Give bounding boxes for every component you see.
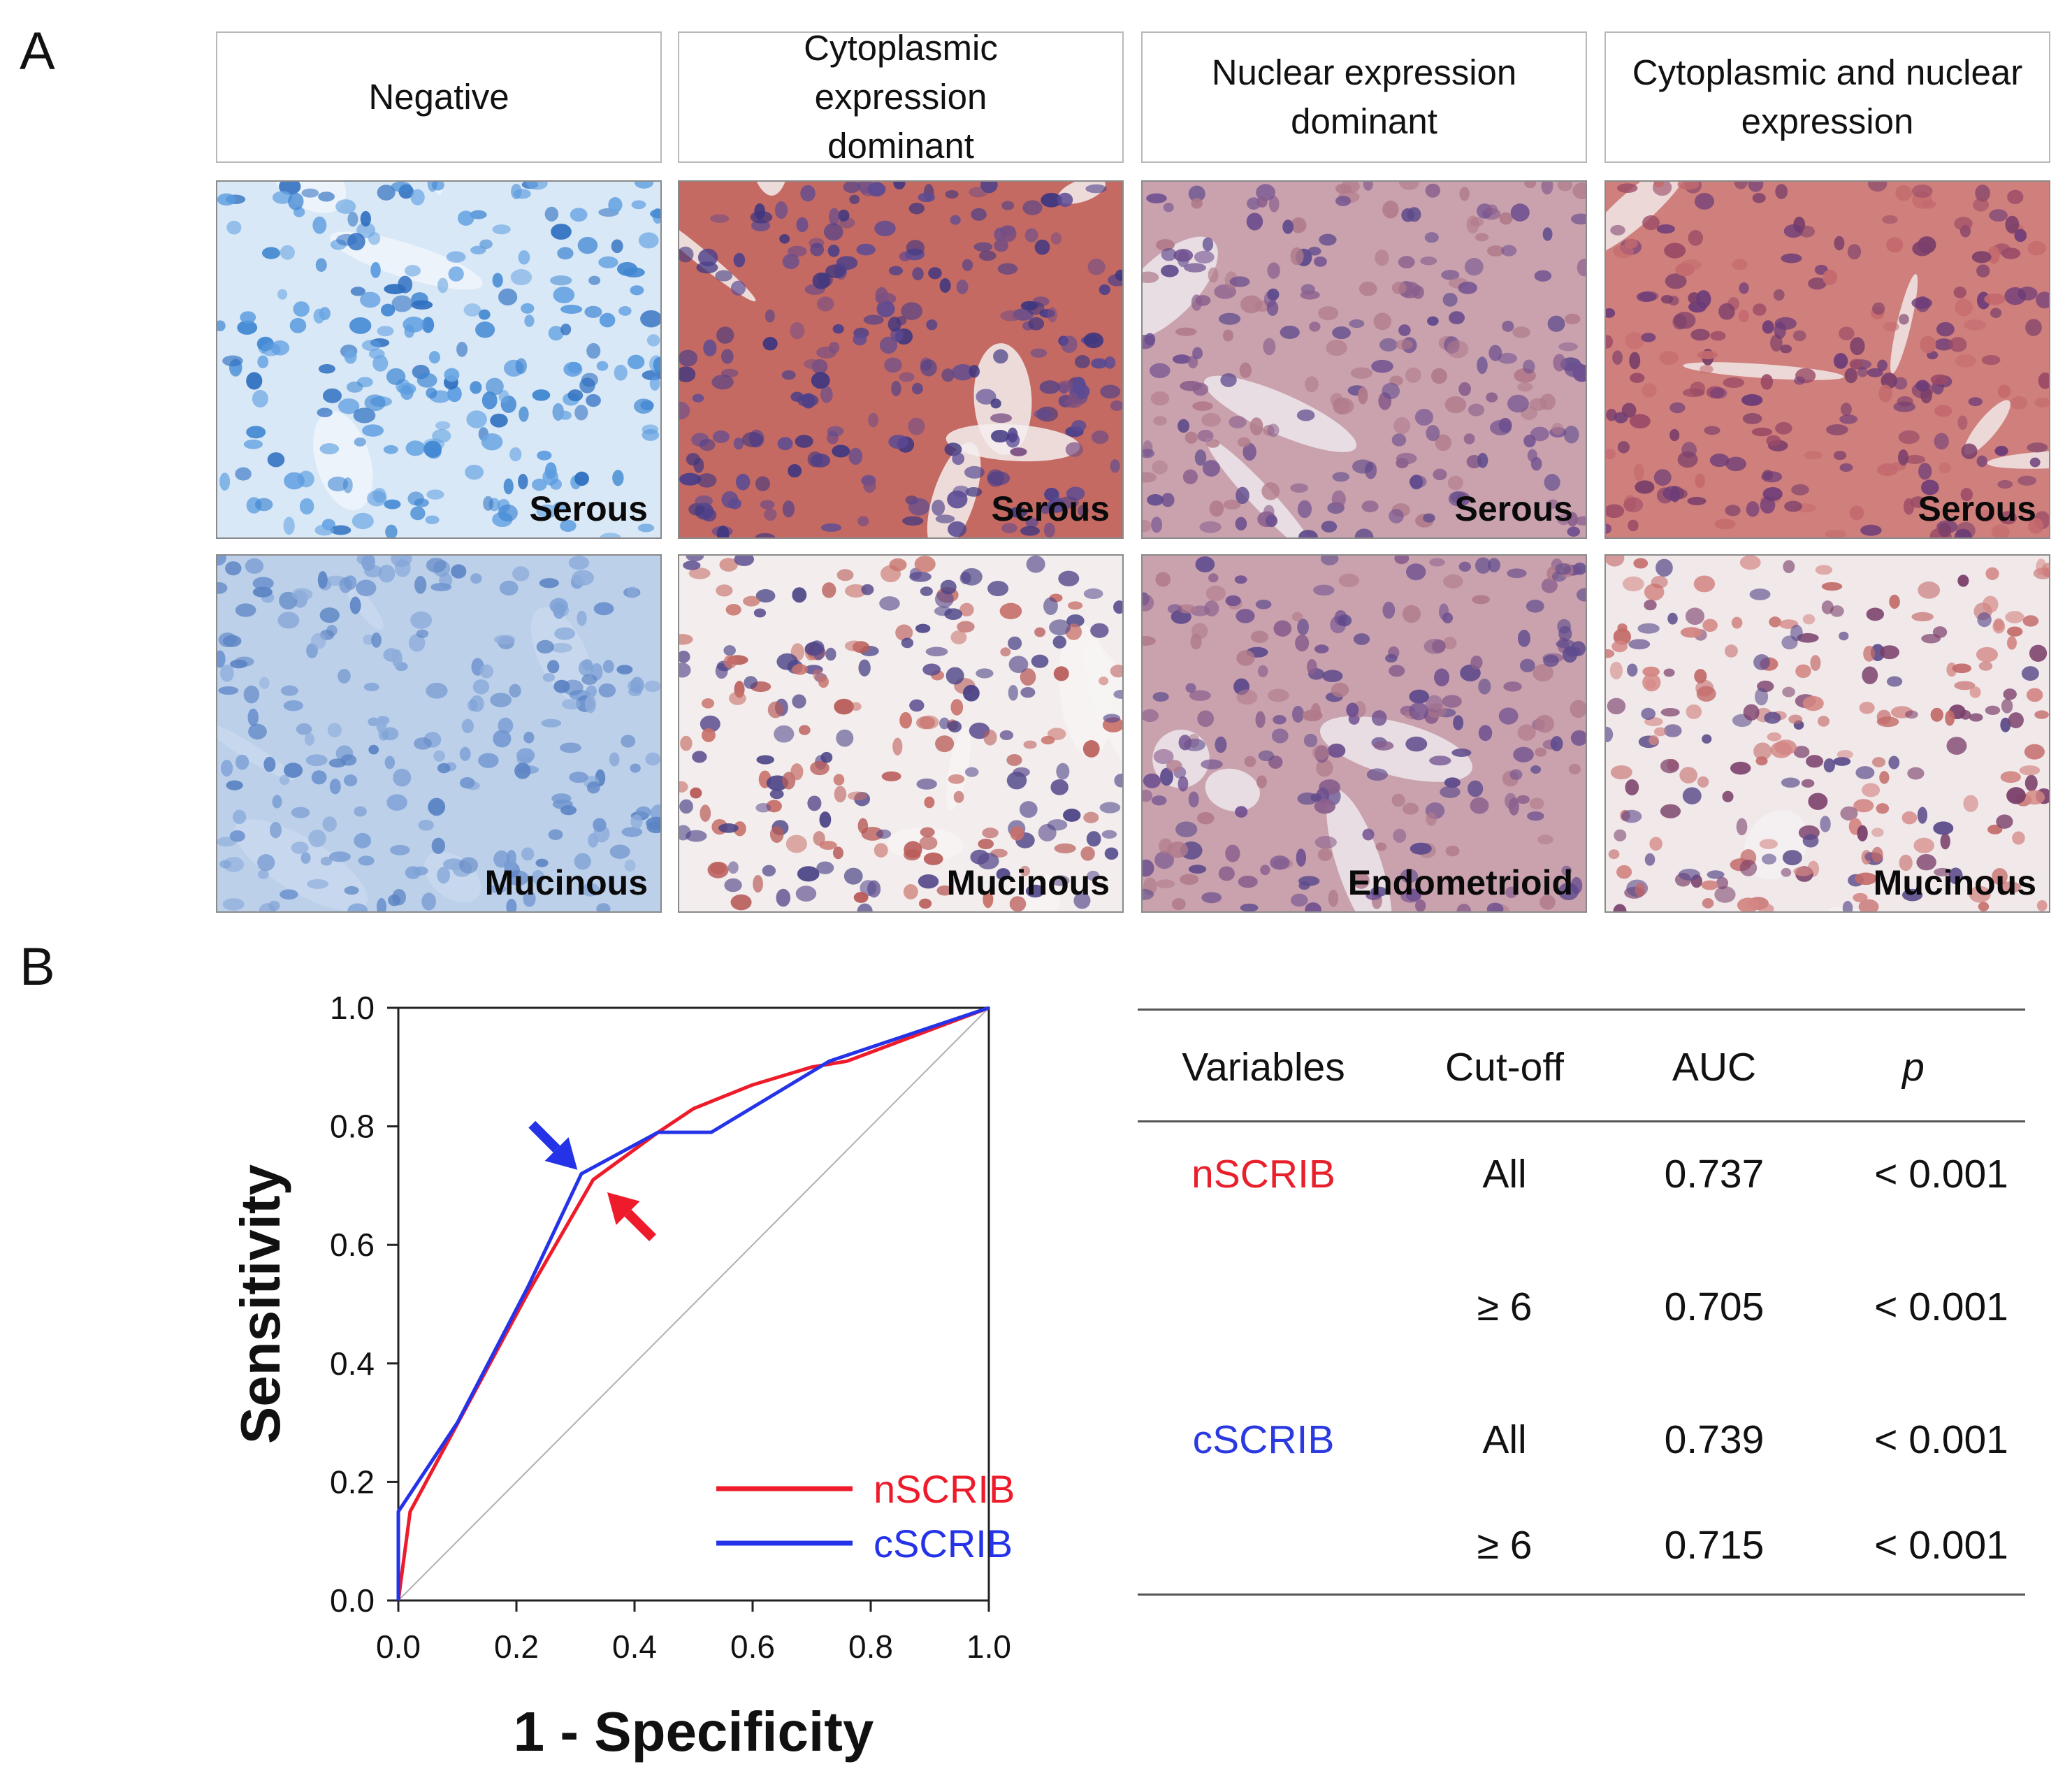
header-negative-text: Negative <box>368 77 509 117</box>
row-auc: 0.739 <box>1664 1417 1765 1462</box>
micrograph-svg <box>1606 182 2049 537</box>
header-negative: Negative <box>216 31 662 163</box>
reference-diagonal <box>398 1007 990 1601</box>
header-cytoplasmic-nuclear: Cytoplasmic and nuclear expression <box>1604 31 2050 163</box>
header-nuclear-text: Nuclear expression dominant <box>1211 52 1517 141</box>
micrograph-svg <box>1606 556 2049 911</box>
tissue-type-label: Mucinous <box>946 863 1110 902</box>
panel-b-label: B <box>20 937 55 997</box>
y-tick-label: 0.0 <box>330 1582 375 1619</box>
row-variable: nSCRIB <box>1191 1152 1335 1197</box>
micrograph-nuclear-endometrioid: Endometrioid <box>1141 554 1587 913</box>
table-top-rule <box>1138 1009 2025 1011</box>
micrograph-svg <box>1143 556 1586 911</box>
row-cutoff: ≥ 6 <box>1477 1523 1533 1568</box>
row-cutoff: All <box>1482 1152 1527 1197</box>
tissue-type-label: Endometrioid <box>1347 863 1573 902</box>
table-bottom-rule <box>1138 1594 2025 1596</box>
tissue-type-label: Serous <box>1454 489 1573 528</box>
micrograph-cytoplasmic-serous: Serous <box>678 180 1124 539</box>
row-cutoff: All <box>1482 1417 1527 1462</box>
micrograph-svg <box>217 182 660 537</box>
micrograph-nuclear-serous: Serous <box>1141 180 1587 539</box>
legend-label-nSCRIB: nSCRIB <box>874 1467 1015 1511</box>
x-axis-title: 1 - Specificity <box>514 1700 874 1763</box>
row-cutoff: ≥ 6 <box>1477 1285 1533 1329</box>
header-cytoplasmic: Cytoplasmic expression dominant <box>678 28 1124 166</box>
tissue-type-label: Mucinous <box>484 863 648 902</box>
x-tick-label: 0.6 <box>730 1628 775 1665</box>
micrograph-cytoplasmic-mucinous: Mucinous <box>678 554 1124 913</box>
row-p: < 0.001 <box>1874 1152 2008 1197</box>
roc-chart: 0.0 0.2 0.4 0.6 0.8 1.0 0.0 0.2 0.4 0.6 0.8 1.0 1 - … <box>229 990 1015 1763</box>
header-p: p <box>1902 1045 1925 1090</box>
series-line-cSCRIB <box>396 1006 990 1600</box>
header-cytoplasmic-text: Cytoplasmic expression dominant <box>804 28 998 166</box>
x-tick-label: 0.2 <box>494 1628 539 1665</box>
table-header-rule <box>1138 1120 2025 1122</box>
header-cutoff: Cut-off <box>1444 1045 1565 1090</box>
tissue-type-label: Serous <box>529 489 648 528</box>
x-tick-label: 0.0 <box>376 1628 421 1665</box>
micrograph-svg <box>679 556 1122 911</box>
auc-table: Variables Cut-off AUC p nSCRIB All 0.737… <box>1138 1009 2025 1596</box>
x-tick-label: 0.8 <box>848 1628 893 1665</box>
micrograph-svg <box>1143 182 1586 537</box>
row-p: < 0.001 <box>1874 1417 2008 1462</box>
row-auc: 0.715 <box>1664 1523 1765 1568</box>
x-tick-label: 1.0 <box>966 1628 1011 1665</box>
micrograph-svg <box>679 182 1122 537</box>
legend-label-cSCRIB: cSCRIB <box>874 1522 1013 1566</box>
row-variable: cSCRIB <box>1192 1417 1335 1462</box>
header-cytoplasmic-nuclear-text: Cytoplasmic and nuclear expression <box>1632 52 2023 141</box>
row-p: < 0.001 <box>1874 1285 2008 1329</box>
plot-frame <box>397 1006 990 1602</box>
y-axis-title: Sensitivity <box>229 1164 291 1444</box>
micrograph-both-serous: Serous <box>1604 180 2050 539</box>
tissue-type-label: Mucinous <box>1873 863 2036 902</box>
red-arrow-icon <box>607 1192 656 1242</box>
header-auc: AUC <box>1672 1045 1757 1090</box>
micrograph-svg <box>217 556 660 911</box>
blue-arrow-icon <box>528 1120 578 1170</box>
y-tick-label: 0.2 <box>330 1464 375 1500</box>
x-tick-label: 0.4 <box>612 1628 657 1665</box>
row-p: < 0.001 <box>1874 1523 2008 1568</box>
row-auc: 0.737 <box>1664 1152 1765 1197</box>
y-tick-label: 0.4 <box>330 1345 375 1382</box>
row-auc: 0.705 <box>1664 1285 1765 1329</box>
header-nuclear: Nuclear expression dominant <box>1141 31 1587 163</box>
y-tick-label: 1.0 <box>330 990 375 1026</box>
panel-a-label: A <box>20 22 55 81</box>
tissue-type-label: Serous <box>1918 489 2036 528</box>
micrograph-negative-serous: Serous <box>216 180 662 539</box>
micrograph-both-mucinous: Mucinous <box>1604 554 2050 913</box>
tissue-type-label: Serous <box>991 489 1110 528</box>
header-variables: Variables <box>1182 1045 1345 1090</box>
y-tick-label: 0.8 <box>330 1108 375 1145</box>
y-tick-label: 0.6 <box>330 1227 375 1263</box>
micrograph-negative-mucinous: Mucinous <box>216 554 662 913</box>
